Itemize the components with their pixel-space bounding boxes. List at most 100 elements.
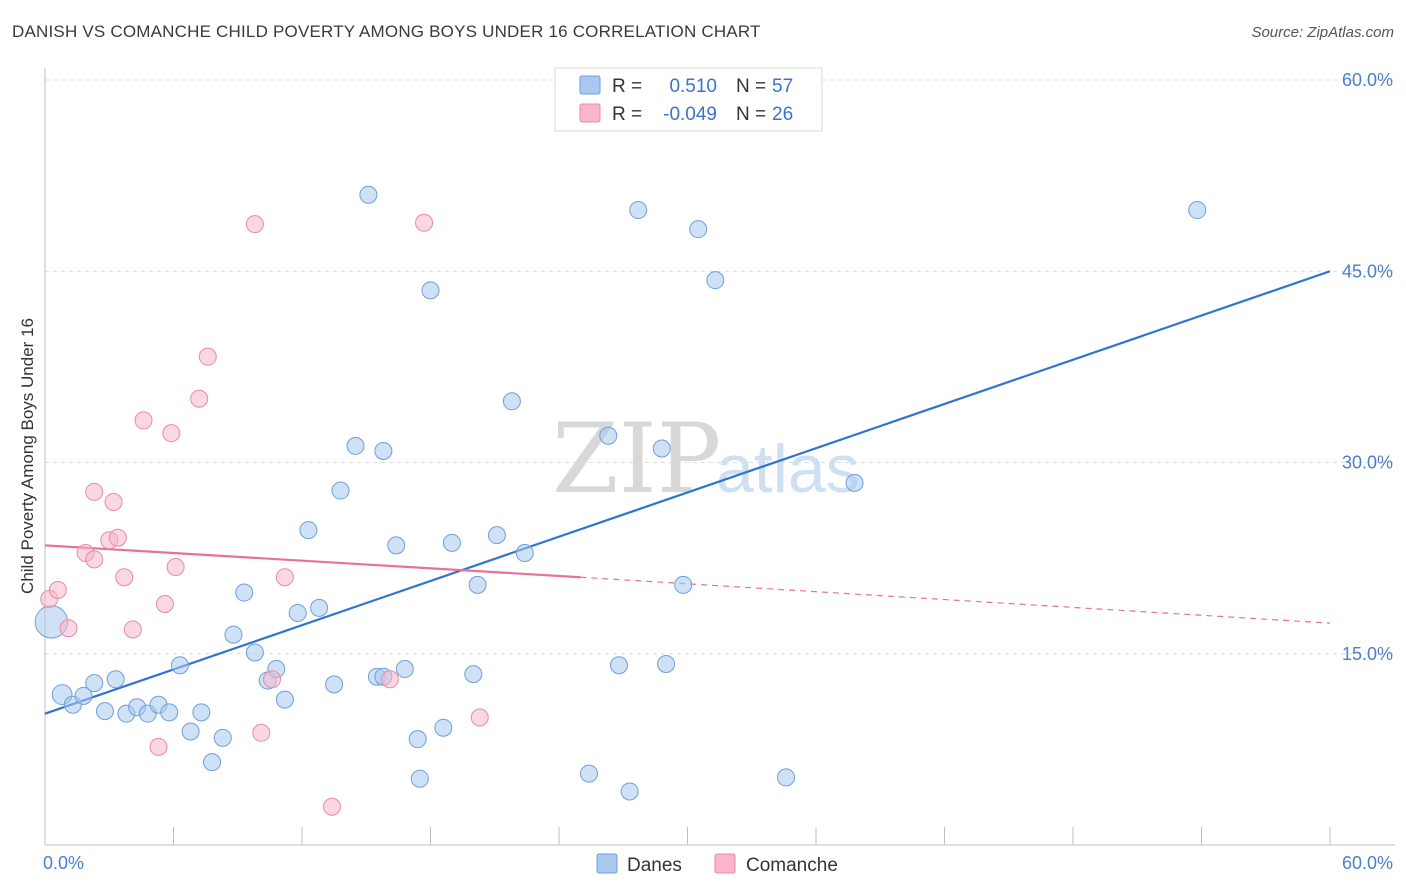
- data-point-comanche: [104, 493, 123, 512]
- data-point-danes: [515, 544, 534, 563]
- data-point-danes: [74, 686, 93, 705]
- data-point-comanche: [134, 411, 153, 430]
- source-label: Source: ZipAtlas.com: [1251, 24, 1394, 41]
- data-point-danes: [434, 718, 453, 737]
- watermark-atlas: atlas: [716, 431, 860, 507]
- trend-line-comanche: [44, 544, 581, 579]
- y-tick-label: 30.0%: [1342, 453, 1393, 473]
- trend-line-extension-comanche: [580, 576, 1331, 624]
- chart-title: DANISH VS COMANCHE CHILD POVERTY AMONG B…: [12, 22, 761, 41]
- data-point-comanche: [155, 595, 174, 614]
- trend-line-danes: [44, 270, 1331, 715]
- data-point-danes: [620, 782, 639, 801]
- data-point-comanche: [252, 723, 271, 742]
- data-point-danes: [95, 702, 114, 721]
- data-point-danes: [85, 674, 104, 693]
- data-point-comanche: [322, 797, 341, 816]
- tick-labels: 15.0% 30.0% 45.0% 60.0% 0.0% 60.0%: [43, 70, 1393, 873]
- data-point-danes: [487, 526, 506, 545]
- data-point-danes: [689, 220, 708, 239]
- bottom-legend-swatch-danes: [596, 853, 618, 874]
- data-point-danes: [609, 656, 628, 675]
- bottom-legend-comanche: Comanche: [746, 855, 838, 876]
- data-point-danes: [203, 753, 222, 772]
- data-point-comanche: [166, 558, 185, 577]
- data-point-comanche: [470, 708, 489, 727]
- data-point-comanche: [123, 620, 142, 639]
- data-point-danes: [387, 536, 406, 555]
- data-point-danes: [845, 473, 864, 492]
- data-point-danes: [1188, 201, 1207, 220]
- data-point-danes: [408, 730, 427, 749]
- data-point-danes: [325, 675, 344, 694]
- data-point-comanche: [115, 568, 134, 587]
- data-point-comanche: [190, 389, 209, 408]
- data-point-comanche: [85, 482, 104, 501]
- watermark-zip: ZIP: [552, 403, 721, 515]
- data-point-danes: [629, 201, 648, 220]
- bottom-legend: Danes Comanche: [596, 853, 838, 876]
- data-point-danes: [464, 665, 483, 684]
- data-point-comanche: [149, 737, 168, 756]
- legend-n-value: 57: [772, 76, 793, 97]
- data-point-danes: [674, 575, 693, 594]
- data-point-danes: [235, 583, 254, 602]
- data-point-danes: [275, 690, 294, 709]
- legend-r-label: R =: [612, 76, 642, 97]
- data-point-danes: [288, 603, 307, 622]
- data-point-danes: [374, 442, 393, 461]
- data-point-comanche: [380, 670, 399, 689]
- bottom-legend-danes: Danes: [627, 855, 682, 876]
- data-point-danes: [579, 764, 598, 783]
- data-point-danes: [299, 521, 318, 540]
- legend-r-label: R =: [612, 104, 642, 125]
- data-point-comanche: [48, 581, 67, 599]
- data-point-danes: [192, 703, 211, 722]
- data-point-comanche: [245, 215, 264, 234]
- data-point-danes: [502, 392, 521, 411]
- data-point-comanche: [85, 550, 104, 569]
- data-point-danes: [160, 703, 179, 722]
- data-point-comanche: [108, 528, 127, 547]
- legend-swatch-danes: [579, 75, 601, 95]
- legend-r-value: 0.510: [669, 76, 717, 97]
- data-point-danes: [410, 769, 429, 788]
- data-point-danes: [442, 533, 461, 552]
- data-point-danes: [170, 656, 189, 675]
- legend-r-value: -0.049: [663, 104, 717, 125]
- data-point-danes: [245, 643, 264, 662]
- data-point-comanche: [275, 568, 294, 587]
- data-point-danes: [181, 722, 200, 741]
- x-tick-label: 0.0%: [43, 853, 84, 873]
- data-point-danes: [652, 439, 671, 458]
- data-point-danes: [395, 660, 414, 679]
- data-point-comanche: [162, 424, 181, 443]
- x-tick-label: 60.0%: [1342, 853, 1393, 873]
- data-point-danes: [331, 481, 350, 500]
- y-axis-label: Child Poverty Among Boys Under 16: [18, 318, 37, 594]
- data-points: [34, 185, 1207, 816]
- watermark: ZIP atlas: [552, 403, 860, 515]
- legend-n-label: N =: [736, 104, 766, 125]
- data-point-comanche: [59, 619, 78, 638]
- data-point-danes: [359, 185, 378, 204]
- data-point-danes: [657, 654, 676, 673]
- data-point-danes: [706, 271, 725, 290]
- legend: R = 0.510 N = 57 R = -0.049 N = 26: [554, 67, 823, 132]
- data-point-comanche: [415, 213, 434, 232]
- data-point-danes: [599, 426, 618, 445]
- axes: [44, 68, 1395, 846]
- legend-swatch-comanche: [579, 103, 601, 123]
- y-tick-label: 60.0%: [1342, 70, 1393, 90]
- data-point-comanche: [263, 670, 282, 689]
- data-point-danes: [777, 768, 796, 787]
- data-point-danes: [310, 598, 329, 617]
- legend-n-value: 26: [772, 104, 793, 125]
- trend-lines: [44, 270, 1331, 715]
- data-point-danes: [421, 281, 440, 300]
- data-point-comanche: [198, 347, 217, 366]
- data-point-danes: [468, 575, 487, 594]
- data-point-danes: [346, 436, 365, 455]
- data-point-danes: [106, 670, 125, 689]
